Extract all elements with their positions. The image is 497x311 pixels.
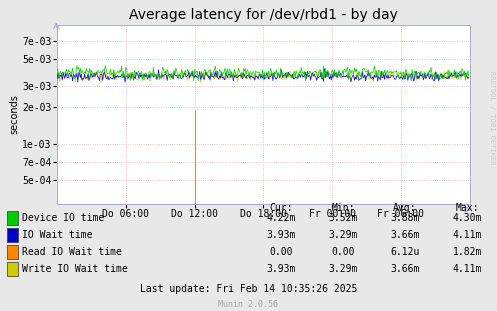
- Text: Last update: Fri Feb 14 10:35:26 2025: Last update: Fri Feb 14 10:35:26 2025: [140, 284, 357, 294]
- Text: Write IO Wait time: Write IO Wait time: [22, 264, 128, 274]
- Text: 3.66m: 3.66m: [390, 230, 420, 240]
- Text: Read IO Wait time: Read IO Wait time: [22, 247, 122, 257]
- Text: 3.88m: 3.88m: [390, 213, 420, 223]
- Text: Cur:: Cur:: [269, 203, 293, 213]
- Text: 0.00: 0.00: [269, 247, 293, 257]
- Text: 3.29m: 3.29m: [328, 230, 358, 240]
- Text: IO Wait time: IO Wait time: [22, 230, 93, 240]
- Text: 3.93m: 3.93m: [266, 264, 296, 274]
- Title: Average latency for /dev/rbd1 - by day: Average latency for /dev/rbd1 - by day: [129, 8, 398, 22]
- Text: 4.22m: 4.22m: [266, 213, 296, 223]
- Text: 3.29m: 3.29m: [328, 264, 358, 274]
- Text: 3.52m: 3.52m: [328, 213, 358, 223]
- Text: Max:: Max:: [455, 203, 479, 213]
- Text: 6.12u: 6.12u: [390, 247, 420, 257]
- Text: Avg:: Avg:: [393, 203, 417, 213]
- Text: 1.82m: 1.82m: [452, 247, 482, 257]
- Text: Munin 2.0.56: Munin 2.0.56: [219, 300, 278, 309]
- Text: 4.11m: 4.11m: [452, 230, 482, 240]
- Text: 4.30m: 4.30m: [452, 213, 482, 223]
- Text: 0.00: 0.00: [331, 247, 355, 257]
- Text: 4.11m: 4.11m: [452, 264, 482, 274]
- Text: 3.93m: 3.93m: [266, 230, 296, 240]
- Y-axis label: seconds: seconds: [9, 94, 19, 134]
- Text: RRDTOOL / TOBI OETIKER: RRDTOOL / TOBI OETIKER: [489, 72, 495, 165]
- Text: Min:: Min:: [331, 203, 355, 213]
- Text: Device IO time: Device IO time: [22, 213, 104, 223]
- Text: 3.66m: 3.66m: [390, 264, 420, 274]
